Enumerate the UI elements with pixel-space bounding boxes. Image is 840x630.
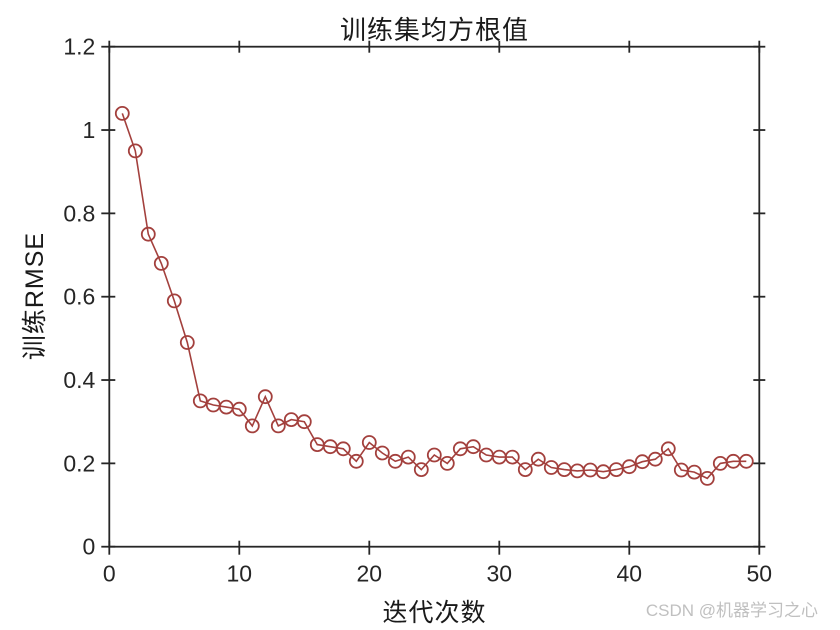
data-point-marker xyxy=(465,439,481,455)
data-point-marker xyxy=(738,453,754,469)
y-tick-label: 0.2 xyxy=(63,450,95,476)
chart-title: 训练集均方根值 xyxy=(339,15,529,45)
data-point-marker xyxy=(699,470,715,486)
x-tick-label: 30 xyxy=(487,561,513,587)
x-tick-label: 0 xyxy=(103,561,116,587)
y-tick-label: 0.6 xyxy=(63,284,95,310)
data-point-marker xyxy=(621,459,637,475)
x-tick-label: 20 xyxy=(357,561,383,587)
data-point-marker xyxy=(426,447,442,463)
data-point-marker xyxy=(335,441,351,457)
axis-ticks xyxy=(101,40,766,555)
data-point-marker xyxy=(387,453,403,469)
x-tick-label: 50 xyxy=(747,561,773,587)
data-point-marker xyxy=(296,414,312,430)
y-tick-label: 0 xyxy=(83,534,96,560)
data-point-marker xyxy=(439,455,455,471)
y-tick-label: 1.2 xyxy=(63,34,95,60)
watermark: CSDN @机器学习之心 xyxy=(645,601,818,620)
tick-labels: 0 10 20 30 40 50 0 0.2 0.4 0.6 0.8 1 1.2 xyxy=(63,34,772,587)
y-tick-label: 1 xyxy=(83,117,96,143)
data-point-marker xyxy=(257,389,273,405)
data-point-marker xyxy=(244,418,260,434)
data-point-marker xyxy=(270,418,286,434)
axes-box xyxy=(108,45,761,548)
data-point-marker xyxy=(348,453,364,469)
data-point-marker xyxy=(374,445,390,461)
rmse-line xyxy=(121,113,747,480)
y-axis-label: 训练RMSE xyxy=(21,231,49,361)
data-point-marker xyxy=(517,462,533,478)
data-point-marker xyxy=(192,393,208,409)
data-point-marker xyxy=(153,255,169,271)
data-point-marker xyxy=(231,401,247,417)
x-axis-label: 迭代次数 xyxy=(382,599,487,627)
data-point-marker xyxy=(686,464,702,480)
data-point-marker xyxy=(166,293,182,309)
data-point-marker xyxy=(400,449,416,465)
x-tick-label: 40 xyxy=(617,561,643,587)
data-point-marker xyxy=(504,449,520,465)
data-point-marker xyxy=(361,435,377,450)
y-tick-label: 0.4 xyxy=(63,367,95,393)
data-point-marker xyxy=(530,451,546,467)
data-point-marker xyxy=(140,226,156,242)
data-point-marker xyxy=(660,441,676,457)
data-point-marker xyxy=(179,335,195,350)
data-point-marker xyxy=(413,462,429,478)
y-tick-label: 0.8 xyxy=(63,200,95,226)
data-point-marker xyxy=(647,451,663,467)
x-tick-label: 10 xyxy=(227,561,253,587)
data-point-marker xyxy=(114,106,130,121)
data-point-marker xyxy=(127,143,143,159)
data-markers xyxy=(114,106,754,486)
